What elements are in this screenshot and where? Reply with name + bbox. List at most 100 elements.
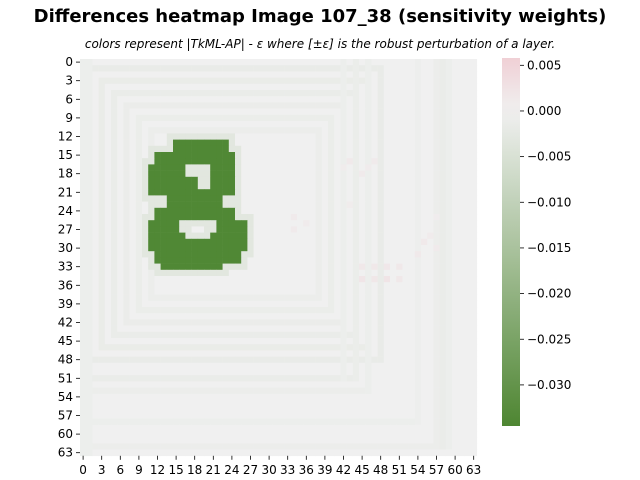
heatmap-cell: [216, 176, 223, 184]
heatmap-cell: [427, 170, 434, 178]
heatmap-cell: [191, 412, 199, 419]
heatmap-cell: [241, 331, 248, 339]
heatmap-cell: [464, 288, 471, 295]
heatmap-cell: [129, 90, 137, 97]
heatmap-cell: [278, 83, 285, 91]
heatmap-cell: [117, 387, 124, 395]
heatmap-cell: [414, 71, 422, 78]
heatmap-cell: [92, 393, 99, 401]
heatmap-cell: [197, 387, 205, 395]
heatmap-cell: [278, 65, 285, 72]
heatmap-cell: [129, 245, 137, 252]
heatmap-cell: [458, 443, 465, 450]
heatmap-cell: [414, 412, 422, 419]
heatmap-cell: [365, 158, 372, 165]
heatmap-cell: [303, 319, 310, 326]
heatmap-cell: [315, 170, 323, 178]
heatmap-cell: [365, 387, 372, 395]
heatmap-cell: [160, 356, 168, 364]
heatmap-cell: [359, 114, 366, 122]
heatmap-cell: [365, 220, 372, 227]
heatmap-cell: [340, 282, 347, 289]
heatmap-cell: [309, 108, 316, 116]
heatmap-cell: [321, 152, 329, 159]
heatmap-cell: [117, 269, 124, 277]
heatmap-cell: [197, 412, 205, 419]
heatmap-cell: [166, 238, 174, 246]
heatmap-cell: [365, 307, 372, 314]
heatmap-cell: [470, 59, 478, 66]
heatmap-cell: [328, 437, 335, 444]
y-tick-label: 15: [58, 148, 73, 162]
heatmap-cell: [390, 152, 397, 159]
heatmap-cell: [247, 313, 254, 320]
heatmap-cell: [321, 356, 329, 364]
heatmap-cell: [421, 251, 428, 258]
heatmap-cell: [396, 170, 403, 178]
heatmap-cell: [470, 449, 478, 457]
heatmap-cell: [185, 90, 192, 97]
x-tick-label: 36: [299, 463, 314, 477]
heatmap-cell: [135, 437, 143, 444]
heatmap-cell: [185, 114, 192, 122]
heatmap-cell: [334, 102, 341, 109]
heatmap-cell: [464, 77, 471, 85]
heatmap-cell: [210, 251, 217, 258]
heatmap-cell: [129, 139, 137, 147]
heatmap-cell: [148, 276, 155, 283]
heatmap-cell: [334, 108, 341, 116]
heatmap-cell: [111, 90, 118, 97]
heatmap-cell: [179, 276, 186, 283]
heatmap-cell: [117, 418, 124, 426]
heatmap-cell: [123, 437, 130, 444]
heatmap-cell: [390, 381, 397, 388]
heatmap-cell: [98, 331, 106, 339]
heatmap-cell: [352, 307, 360, 314]
heatmap-cell: [414, 406, 422, 413]
heatmap-cell: [278, 226, 285, 233]
heatmap-cell: [346, 65, 354, 72]
heatmap-cell: [315, 251, 323, 258]
heatmap-cell: [414, 114, 422, 122]
heatmap-cell: [371, 381, 378, 388]
heatmap-cell: [253, 431, 261, 438]
heatmap-cell: [179, 238, 186, 246]
heatmap-cell: [433, 269, 440, 277]
heatmap-cell: [272, 369, 279, 376]
heatmap-cell: [266, 449, 273, 457]
heatmap-cell: [303, 232, 310, 240]
heatmap-cell: [433, 406, 440, 413]
heatmap-cell: [297, 300, 304, 308]
heatmap-cell: [402, 344, 409, 351]
heatmap-cell: [204, 83, 211, 91]
heatmap-cell: [148, 269, 155, 277]
heatmap-cell: [408, 362, 416, 370]
heatmap-cell: [154, 201, 161, 209]
heatmap-cell: [340, 257, 347, 264]
heatmap-cell: [334, 356, 341, 364]
heatmap-cell: [346, 276, 354, 283]
heatmap-cell: [222, 393, 230, 401]
heatmap-cell: [247, 201, 254, 209]
heatmap-cell: [290, 127, 298, 134]
heatmap-cell: [303, 139, 310, 147]
heatmap-cell: [445, 90, 453, 97]
heatmap-cell: [104, 214, 112, 221]
heatmap-cell: [235, 183, 242, 190]
heatmap-cell: [142, 412, 149, 419]
heatmap-cell: [402, 176, 409, 184]
heatmap-cell: [284, 356, 292, 364]
heatmap-cell: [148, 127, 155, 134]
heatmap-cell: [129, 114, 137, 122]
heatmap-cell: [359, 288, 366, 295]
heatmap-cell: [340, 263, 347, 271]
heatmap-cell: [185, 108, 192, 116]
heatmap-cell: [346, 158, 354, 165]
heatmap-cell: [439, 424, 447, 432]
heatmap-cell: [148, 170, 155, 178]
heatmap-cell: [80, 170, 87, 178]
heatmap-cell: [334, 362, 341, 370]
heatmap-cell: [160, 400, 168, 407]
heatmap-cell: [210, 176, 217, 184]
heatmap-cell: [439, 245, 447, 252]
